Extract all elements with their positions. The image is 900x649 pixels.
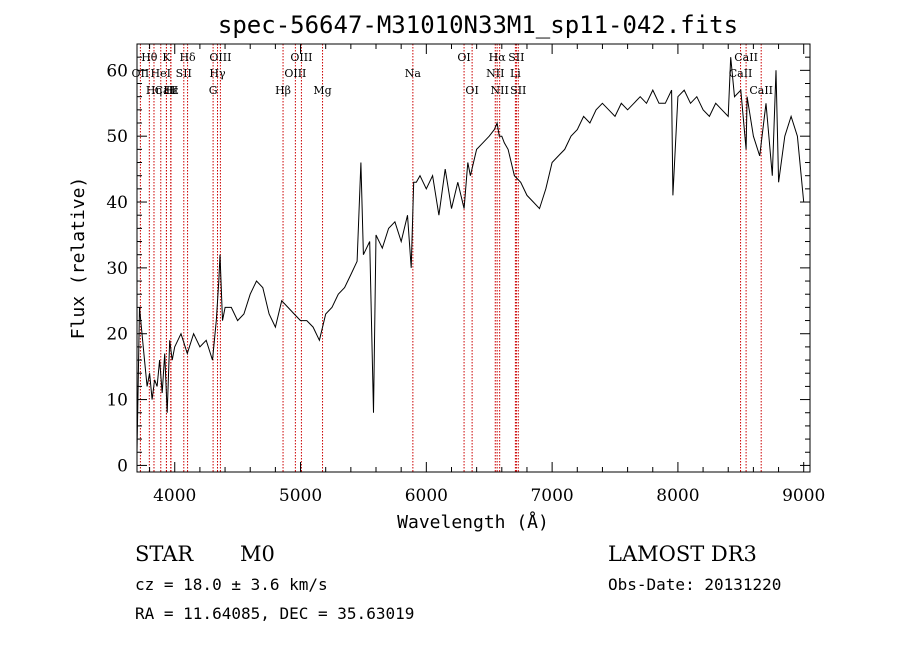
plot-frame <box>136 43 811 473</box>
coordinates-text: RA = 11.64085, DEC = 35.63019 <box>135 604 414 623</box>
line-marker-label-19: OI <box>465 84 478 97</box>
line-marker-label-4: Hε <box>163 84 179 97</box>
line-marker-label-22: NII <box>486 67 504 80</box>
y-tick-label-0: 0 <box>117 456 128 476</box>
x-tick-label-4: 8000 <box>656 486 699 506</box>
y-tick-label-3: 30 <box>106 259 128 279</box>
spectral-line-labels: Hθ OII CaII K Hε HeI H Hδ SII Hη OIII Hγ G OIII OIII Hβ… <box>132 51 773 97</box>
line-marker-label-21: SII <box>508 51 524 64</box>
y-tick-label-6: 60 <box>106 61 128 81</box>
spectrum-line <box>136 57 805 453</box>
y-tick-label-2: 20 <box>106 325 128 345</box>
line-marker-label-14: OIII <box>284 67 306 80</box>
x-axis-label: Wavelength (Å) <box>397 511 549 533</box>
object-subclass: M0 <box>240 542 275 566</box>
y-tick-label-1: 10 <box>106 391 128 411</box>
y-tick-label-5: 50 <box>106 127 128 147</box>
line-marker-label-1: OII <box>132 67 150 80</box>
line-marker-label-13: OIII <box>290 51 312 64</box>
obs-date: Obs-Date: 20131220 <box>608 575 781 594</box>
x-tick-label-3: 7000 <box>530 486 573 506</box>
line-marker-label-20: Hα <box>489 51 507 64</box>
x-tick-label-1: 5000 <box>279 486 322 506</box>
line-marker-label-24: NII <box>491 84 509 97</box>
line-marker-label-27: CaII <box>729 67 753 80</box>
line-marker-label-17: Na <box>405 67 422 80</box>
line-marker-label-12: G <box>209 84 218 97</box>
y-axis-label: Flux (relative) <box>68 177 89 340</box>
line-marker-label-10: OIII <box>209 51 231 64</box>
line-marker-label-15: Hβ <box>275 84 291 97</box>
line-marker-label-9: Hη <box>146 84 162 97</box>
line-marker-label-28: CaII <box>749 84 773 97</box>
x-tick-label-5: 9000 <box>782 486 825 506</box>
redshift-text: cz = 18.0 ± 3.6 km/s <box>135 575 328 594</box>
chart-title: spec-56647-M31010N33M1_sp11-042.fits <box>218 11 738 39</box>
line-marker-label-8: SII <box>176 67 192 80</box>
y-tick-label-4: 40 <box>106 193 128 213</box>
line-marker-label-7: Hδ <box>179 51 196 64</box>
line-marker-label-2: CaII <box>155 84 179 97</box>
x-tick-label-2: 6000 <box>405 486 448 506</box>
x-axis-ticks: 4000 5000 6000 7000 8000 9000 <box>149 44 825 506</box>
y-axis-ticks: 0 10 20 30 40 50 60 <box>106 56 810 476</box>
spectral-line-markers <box>139 44 762 472</box>
line-marker-label-18: OI <box>457 51 470 64</box>
line-marker-label-23: Li <box>510 67 521 80</box>
line-marker-label-26: CaII <box>734 51 758 64</box>
line-marker-label-11: Hγ <box>209 67 226 80</box>
line-marker-label-6: H <box>166 84 176 97</box>
line-marker-label-0: Hθ <box>141 51 158 64</box>
line-marker-label-25: SII <box>510 84 526 97</box>
line-marker-label-16: Mg <box>313 84 331 97</box>
line-marker-label-3: K <box>162 51 171 64</box>
survey-name: LAMOST DR3 <box>608 542 757 566</box>
line-marker-label-5: HeI <box>151 67 171 80</box>
x-tick-label-0: 4000 <box>153 486 196 506</box>
object-class: STAR <box>135 542 194 566</box>
